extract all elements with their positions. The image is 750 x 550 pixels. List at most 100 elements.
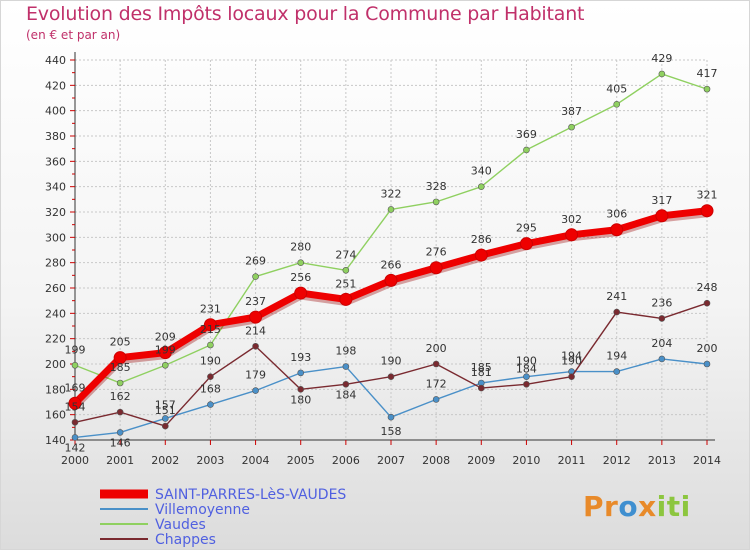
- data-label: 280: [290, 241, 311, 254]
- y-tick-label: 320: [45, 206, 66, 219]
- data-label: 417: [697, 67, 718, 80]
- data-point: [71, 434, 79, 441]
- data-label: 200: [426, 342, 447, 355]
- data-point: [342, 380, 350, 388]
- data-label: 295: [516, 222, 537, 235]
- data-label: 317: [651, 194, 672, 207]
- data-label: 204: [651, 337, 672, 350]
- data-label: 200: [697, 342, 718, 355]
- y-tick-label: 400: [45, 105, 66, 118]
- x-tick-label: 2004: [242, 454, 270, 467]
- x-tick-label: 2012: [603, 454, 631, 467]
- data-label: 184: [335, 388, 356, 401]
- data-point: [116, 408, 124, 416]
- y-tick-label: 380: [45, 130, 66, 143]
- data-point: [613, 308, 621, 316]
- legend: SAINT-PARRES-LèS-VAUDESVillemoyenneVaude…: [100, 487, 346, 548]
- data-label: 194: [561, 350, 582, 363]
- data-point: [71, 418, 79, 426]
- data-label: 151: [155, 404, 176, 417]
- x-tick-label: 2014: [693, 454, 721, 467]
- data-point: [565, 228, 579, 242]
- data-label: 180: [290, 393, 311, 406]
- data-point: [207, 341, 214, 349]
- data-point: [700, 204, 714, 218]
- data-label: 169: [65, 381, 86, 394]
- data-point: [297, 369, 305, 377]
- y-tick-label: 300: [45, 231, 66, 244]
- data-point: [474, 248, 488, 262]
- data-point: [703, 85, 711, 93]
- y-tick-label: 420: [45, 79, 66, 92]
- legend-label: SAINT-PARRES-LèS-VAUDES: [155, 487, 346, 503]
- y-tick-label: 160: [45, 409, 66, 422]
- gridlines: [74, 59, 708, 441]
- data-point: [613, 101, 621, 108]
- data-label: 190: [561, 355, 582, 368]
- data-point: [161, 422, 169, 430]
- data-label: 172: [426, 377, 447, 390]
- data-label: 387: [561, 105, 582, 118]
- y-tick-label: 180: [45, 383, 66, 396]
- data-label: 274: [335, 248, 356, 261]
- y-tick-label: 240: [45, 307, 66, 320]
- data-point: [252, 387, 259, 394]
- data-label: 154: [65, 400, 86, 413]
- data-point: [658, 70, 666, 78]
- data-label: 185: [471, 361, 492, 374]
- data-point: [568, 123, 575, 131]
- data-label: 302: [561, 213, 582, 226]
- data-label: 321: [697, 189, 718, 202]
- data-point: [477, 384, 485, 392]
- x-tick-label: 2010: [512, 454, 540, 467]
- y-tick-label: 360: [45, 155, 66, 168]
- data-label: 276: [426, 246, 447, 259]
- chart-title: Evolution des Impôts locaux pour la Comm…: [26, 3, 585, 25]
- data-point: [703, 360, 711, 368]
- data-label: 184: [516, 362, 537, 375]
- data-label: 322: [381, 187, 402, 200]
- data-label: 237: [245, 295, 266, 308]
- data-label: 306: [606, 208, 627, 221]
- legend-label: Chappes: [155, 532, 216, 548]
- x-tick-label: 2008: [422, 454, 450, 467]
- data-label: 199: [65, 343, 86, 356]
- data-point: [432, 198, 440, 206]
- data-point: [294, 286, 308, 300]
- data-point: [342, 363, 350, 370]
- y-tick-label: 260: [45, 282, 66, 295]
- data-label: 185: [110, 361, 131, 374]
- data-point: [71, 361, 79, 369]
- data-point: [297, 259, 305, 266]
- data-point: [249, 310, 263, 324]
- data-label: 179: [245, 369, 266, 382]
- legend-label: Vaudes: [155, 517, 206, 533]
- data-label: 209: [155, 331, 176, 344]
- data-point: [384, 273, 398, 287]
- data-label: 190: [381, 355, 402, 368]
- data-label: 146: [110, 436, 131, 449]
- data-point: [161, 415, 169, 422]
- x-tick-label: 2000: [61, 454, 89, 467]
- x-axis-ticks: 2000 2001 2002 2003 2004 2005 2006 2007 2008 2009…: [61, 440, 721, 467]
- data-point: [297, 386, 305, 393]
- proxiti-logo: Proxiti: [583, 490, 691, 523]
- data-label: 405: [606, 82, 627, 95]
- data-label: 142: [65, 441, 86, 454]
- y-tick-label: 280: [45, 257, 66, 270]
- data-label: 190: [516, 355, 537, 368]
- data-label: 429: [651, 52, 672, 65]
- data-point: [207, 401, 214, 408]
- chart-subtitle: (en € et par an): [26, 28, 121, 42]
- data-point: [703, 299, 711, 307]
- y-tick-label: 200: [45, 358, 66, 371]
- data-point: [658, 355, 666, 363]
- data-point: [568, 373, 575, 380]
- y-tick-label: 220: [45, 333, 66, 346]
- data-label: 328: [426, 180, 447, 193]
- x-tick-label: 2001: [106, 454, 134, 467]
- x-tick-label: 2013: [648, 454, 676, 467]
- data-point: [655, 209, 669, 223]
